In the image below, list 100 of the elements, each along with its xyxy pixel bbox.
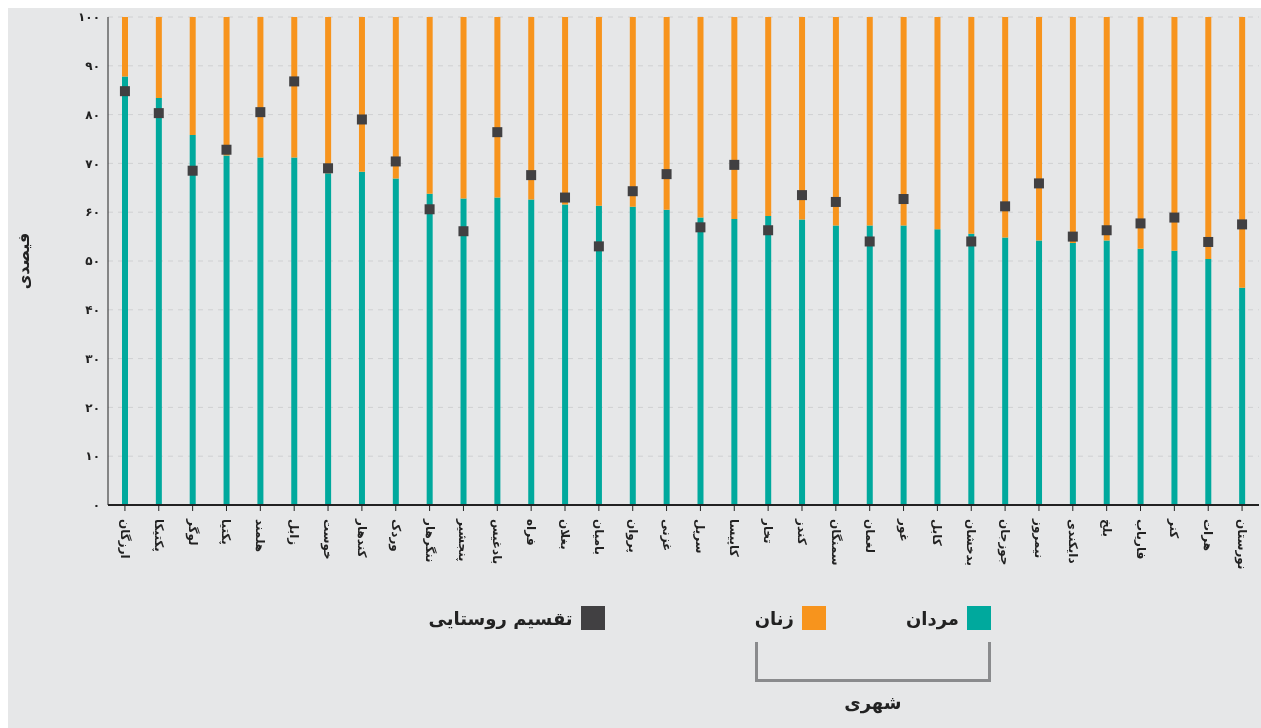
x-tick-label: کابل: [930, 519, 945, 546]
bar: [1137, 17, 1144, 249]
point: [1237, 219, 1248, 230]
point: [1067, 231, 1078, 242]
bar: [562, 17, 569, 205]
x-tick-label: بامیان: [591, 519, 606, 556]
y-tick-label: ۸۰: [85, 107, 100, 122]
bar: [629, 17, 636, 207]
x-tick-label: کاپیسا: [727, 519, 742, 557]
bar: [595, 205, 602, 505]
y-tick-label: ۲۰: [85, 400, 100, 415]
bar: [799, 219, 806, 505]
x-tick-label: نورستان: [1234, 519, 1250, 570]
bar: [122, 76, 128, 505]
bar: [122, 17, 128, 77]
x-tick-label: غزنی: [659, 519, 674, 552]
point: [424, 204, 435, 215]
bar: [934, 229, 941, 505]
point: [1101, 225, 1112, 236]
bar: [460, 198, 467, 505]
bar: [1103, 17, 1110, 241]
bar: [494, 17, 501, 198]
bar: [799, 17, 806, 220]
legend-label: مردان: [905, 607, 959, 629]
point: [864, 236, 875, 247]
bar: [189, 135, 196, 505]
bar: [595, 17, 602, 206]
x-tick-label: وردک: [387, 519, 403, 552]
y-tick-label: ۵۰: [85, 254, 100, 269]
bar: [562, 204, 569, 505]
point: [119, 86, 130, 97]
x-tick-label: بغلان: [558, 519, 573, 550]
x-tick-label: بدخشان: [964, 519, 979, 567]
x-tick-label: لوگر: [184, 518, 200, 546]
bar: [1171, 17, 1178, 251]
bar: [1205, 17, 1212, 260]
point: [187, 165, 198, 176]
bar: [325, 173, 332, 505]
bar: [1036, 240, 1043, 505]
bar: [663, 209, 670, 505]
bar: [900, 17, 907, 226]
x-tick-label: غور: [895, 518, 911, 542]
legend-title: شهری: [844, 692, 902, 713]
bar: [832, 17, 839, 226]
bar: [934, 17, 941, 230]
x-tick-label: کندز: [794, 518, 809, 545]
bar: [629, 206, 636, 505]
bar: [765, 17, 772, 217]
point: [593, 241, 604, 252]
point: [560, 192, 571, 203]
bar: [460, 17, 467, 199]
bar: [1036, 17, 1043, 241]
x-tick-label: کنر: [1167, 518, 1182, 539]
x-tick-label: پکتیا: [219, 519, 234, 545]
x-tick-label: فراه: [524, 519, 539, 546]
bar: [257, 157, 264, 505]
point: [966, 236, 977, 247]
point: [1203, 236, 1214, 247]
point: [763, 225, 774, 236]
bar: [392, 17, 399, 179]
y-tick-label: ۶۰: [85, 205, 100, 220]
bar: [1137, 248, 1144, 505]
bar: [968, 17, 975, 234]
bar: [765, 216, 772, 505]
point: [458, 226, 469, 237]
x-tick-label: پنجشیر: [456, 518, 471, 562]
x-tick-label: فاریاب: [1133, 519, 1148, 560]
point: [1169, 212, 1180, 223]
bar: [1239, 287, 1246, 505]
legend-label: زنان: [754, 607, 794, 629]
bar: [968, 233, 975, 505]
x-tick-label: بادغیس: [490, 519, 505, 565]
bar: [1239, 17, 1246, 288]
y-tick-label: ۱۰: [85, 449, 100, 464]
x-tick-label: دایکندی: [1065, 519, 1080, 564]
x-tick-label: ارزگان: [117, 519, 132, 559]
point: [1000, 201, 1011, 212]
bar: [223, 17, 230, 156]
y-tick-label: ۹۰: [85, 59, 100, 74]
x-tick-label: هلمند: [253, 519, 268, 553]
bar: [1103, 240, 1110, 505]
y-axis-title: فیصدی: [13, 232, 33, 290]
legend-label: تقسیم روستایی: [428, 607, 573, 629]
point: [255, 107, 266, 118]
bar: [155, 17, 162, 99]
bar: [1171, 250, 1178, 505]
x-tick-label: ننگرهار: [422, 518, 437, 563]
point: [153, 108, 164, 119]
bar: [731, 219, 738, 505]
bar: [358, 17, 365, 172]
x-tick-label: خوست: [320, 519, 336, 560]
bar: [866, 225, 873, 505]
point: [898, 194, 909, 205]
point: [729, 159, 740, 170]
x-tick-label: پکتیکا: [151, 519, 166, 552]
point: [1033, 178, 1044, 189]
y-tick-label: ۴۰: [85, 303, 100, 318]
bar: [528, 199, 535, 505]
point: [289, 76, 300, 87]
x-tick-label: تخار: [761, 518, 776, 544]
